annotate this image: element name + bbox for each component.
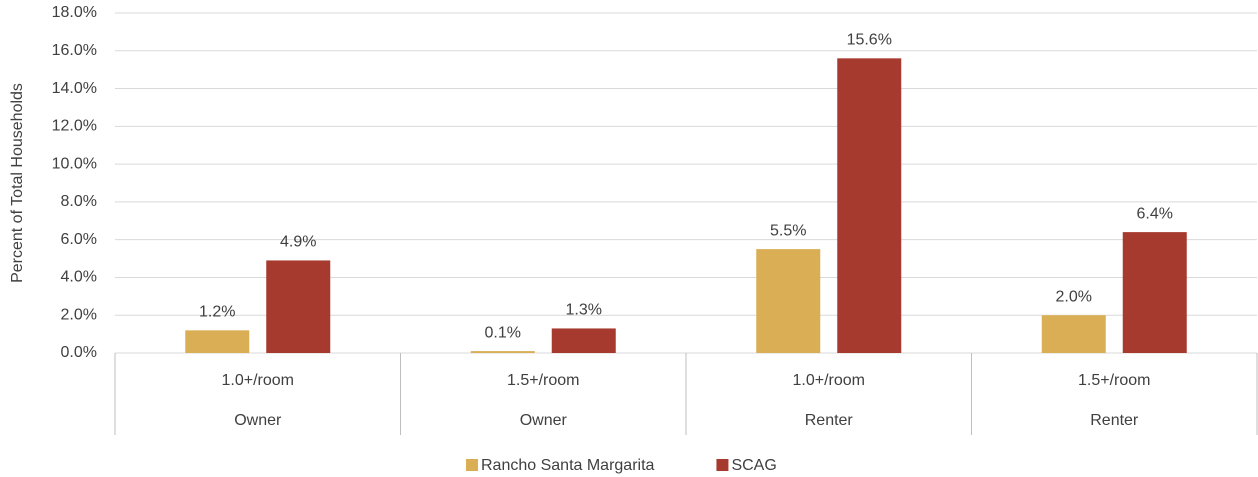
y-tick-label: 10.0% [52,155,97,172]
data-label: 15.6% [847,32,892,49]
x-tick-label: 1.0+/room [793,372,865,389]
bar [470,351,535,353]
x-tick-label: 1.0+/room [222,372,294,389]
bar [266,260,331,353]
y-tick-label: 14.0% [52,80,97,97]
y-tick-label: 4.0% [61,269,97,286]
x-group-label: Renter [805,412,854,429]
data-label: 6.4% [1137,205,1173,222]
y-tick-label: 6.0% [61,231,97,248]
data-label: 5.5% [770,222,806,239]
y-axis-label: Percent of Total Households [9,83,26,283]
x-group-label: Owner [520,412,568,429]
data-label: 4.9% [280,234,316,251]
data-label: 1.3% [566,302,602,319]
bar [551,328,616,353]
data-label: 0.1% [485,324,521,341]
y-tick-label: 2.0% [61,306,97,323]
x-group-label: Renter [1090,412,1139,429]
legend-swatch [466,459,478,471]
y-tick-label: 12.0% [52,118,97,135]
bar [756,249,821,353]
data-label: 1.2% [199,304,235,321]
y-tick-label: 0.0% [61,344,97,361]
bar [185,330,250,353]
y-tick-label: 18.0% [52,4,97,21]
data-label: 2.0% [1056,288,1092,305]
legend-label: SCAG [731,457,776,474]
bar [1041,315,1106,353]
x-tick-label: 1.5+/room [507,372,579,389]
legend-swatch [716,459,729,471]
y-tick-label: 16.0% [52,42,97,59]
x-group-label: Owner [234,412,282,429]
bar [1122,232,1187,353]
x-tick-label: 1.5+/room [1078,372,1150,389]
bar [837,58,902,353]
legend-label: Rancho Santa Margarita [481,457,655,474]
y-tick-label: 8.0% [61,193,97,210]
